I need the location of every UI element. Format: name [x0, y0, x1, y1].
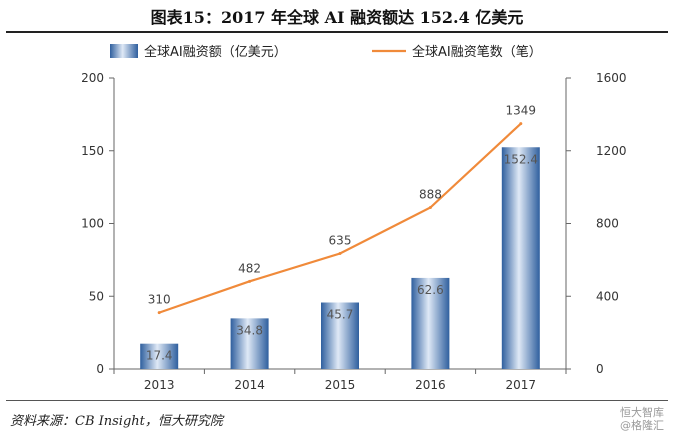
line-path: [158, 122, 522, 314]
line-point: [157, 311, 161, 315]
bar-value-label: 62.6: [417, 283, 444, 297]
legend-bar-label: 全球AI融资额（亿美元）: [144, 44, 287, 60]
source-note: 资料来源：CB Insight，恒大研究院: [10, 414, 223, 429]
y-tick-label: 100: [81, 217, 104, 231]
y-tick-label: 50: [89, 289, 104, 303]
bar: [411, 277, 450, 369]
x-tick-label: 2013: [144, 378, 175, 392]
bar-value-label: 152.4: [504, 152, 538, 166]
bar: [501, 147, 540, 369]
y2-tick-label: 0: [596, 362, 604, 376]
y2-tick-label: 400: [596, 289, 619, 303]
bottom-rule: [6, 400, 668, 401]
x-tick-label: 2016: [415, 378, 446, 392]
line-point: [248, 279, 252, 283]
x-tick-label: 2014: [234, 378, 265, 392]
bar-value-label: 45.7: [327, 308, 354, 322]
legend: 全球AI融资额（亿美元） 全球AI融资笔数（笔）: [110, 44, 542, 60]
x-tick-label: 2015: [325, 378, 356, 392]
title-rule: [6, 31, 668, 33]
watermark: 恒大智库 @格隆汇: [620, 406, 664, 432]
y-tick-label: 150: [81, 144, 104, 158]
watermark-text: 恒大智库: [620, 406, 664, 419]
bars: 17.4 34.8 45.7 62.6 152.4: [140, 147, 540, 369]
bar: [140, 343, 179, 369]
bar-value-label: 17.4: [146, 349, 173, 363]
legend-bar-swatch: [110, 44, 138, 58]
bar-value-label: 34.8: [236, 323, 263, 337]
y-tick-label: 0: [96, 362, 104, 376]
x-tick-label: 2017: [506, 378, 537, 392]
y2-tick-label: 1600: [596, 71, 627, 85]
y-tick-label: 200: [81, 71, 104, 85]
legend-line-label: 全球AI融资笔数（笔）: [412, 44, 542, 60]
line-value-label: 635: [329, 234, 352, 248]
y2-tick-label: 800: [596, 217, 619, 231]
bar: [321, 302, 359, 369]
bar: [230, 318, 269, 369]
watermark-subtext: @格隆汇: [620, 419, 664, 432]
line-value-label: 310: [148, 293, 171, 307]
chart-title: 图表15：2017 年全球 AI 融资额达 152.4 亿美元: [150, 8, 524, 27]
y2-tick-label: 1200: [596, 144, 627, 158]
line-value-label: 1349: [506, 104, 537, 118]
line-value-label: 888: [419, 187, 442, 201]
line-series: 310 482 635 888 1349: [148, 104, 537, 315]
line-point: [338, 252, 342, 256]
line-point: [519, 122, 523, 126]
axes: 0 50 100 150 200 0 400 800 1200 1600 2013 2014 2015 2…: [81, 71, 626, 392]
line-point: [428, 205, 432, 209]
line-value-label: 482: [238, 261, 261, 275]
